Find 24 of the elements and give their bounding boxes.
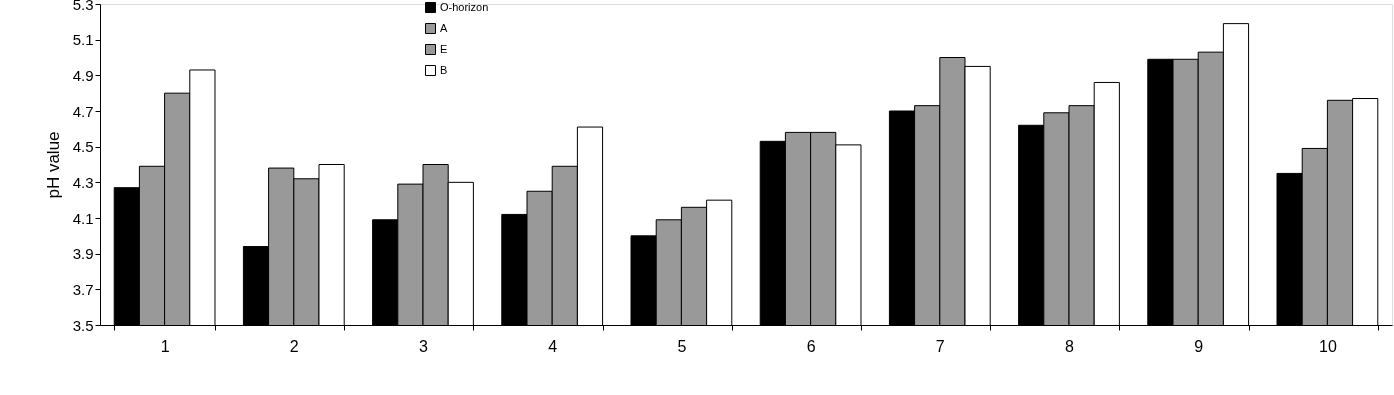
y-axis-title: pH value [43, 131, 63, 199]
y-tick-label: 4.1 [72, 209, 94, 227]
y-tick-label: 5.1 [72, 31, 94, 49]
x-tick-label: 3 [419, 337, 429, 355]
x-tick-label: 9 [1194, 337, 1204, 355]
y-tick-label: 4.7 [72, 102, 94, 120]
y-tick-label: 3.5 [72, 316, 94, 334]
y-tick-label: 4.3 [72, 173, 94, 191]
x-tick-label: 7 [935, 337, 945, 355]
y-tick-label: 3.9 [72, 245, 94, 263]
x-tick-label: 2 [289, 337, 299, 355]
legend-label: O-horizon [440, 0, 489, 13]
y-tick-label: 4.9 [72, 66, 94, 84]
x-tick-label: 6 [806, 337, 816, 355]
legend-label: B [440, 63, 448, 76]
x-tick-label: 5 [677, 337, 687, 355]
x-tick-label: 1 [160, 337, 170, 355]
legend-label: A [440, 21, 448, 34]
x-tick-label: 10 [1319, 337, 1337, 355]
x-tick-label: 8 [1065, 337, 1075, 355]
x-tick-label: 4 [548, 337, 558, 355]
y-tick-label: 4.5 [72, 138, 94, 156]
y-tick-label: 3.7 [72, 280, 94, 298]
legend-label: E [440, 42, 448, 55]
